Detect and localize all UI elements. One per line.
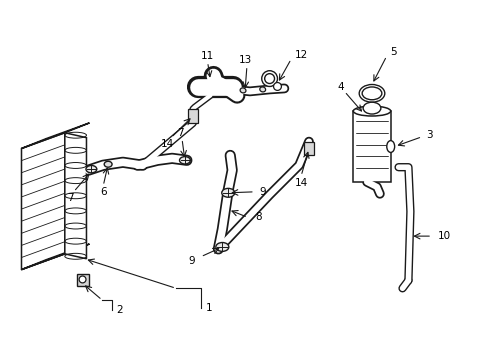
Text: 9: 9 — [188, 256, 194, 266]
Text: 7: 7 — [67, 193, 74, 203]
Ellipse shape — [362, 87, 381, 100]
Ellipse shape — [86, 166, 97, 173]
Polygon shape — [21, 244, 89, 270]
Text: 5: 5 — [389, 47, 396, 57]
Polygon shape — [65, 133, 86, 259]
Circle shape — [261, 71, 277, 86]
Polygon shape — [77, 274, 89, 286]
Polygon shape — [21, 133, 65, 270]
Text: 6: 6 — [100, 187, 106, 197]
Text: 4: 4 — [337, 82, 343, 93]
Ellipse shape — [240, 88, 245, 93]
Ellipse shape — [104, 161, 112, 167]
Circle shape — [79, 276, 86, 283]
Ellipse shape — [386, 141, 394, 152]
Ellipse shape — [215, 243, 228, 251]
Polygon shape — [304, 141, 313, 156]
Text: 14: 14 — [160, 139, 173, 149]
Text: 1: 1 — [205, 303, 212, 313]
Circle shape — [264, 74, 274, 84]
Circle shape — [273, 82, 281, 90]
Ellipse shape — [259, 87, 265, 92]
Ellipse shape — [359, 85, 384, 102]
Text: 3: 3 — [425, 130, 432, 140]
Polygon shape — [187, 109, 197, 123]
Polygon shape — [352, 111, 390, 182]
Ellipse shape — [363, 102, 380, 114]
Text: 10: 10 — [437, 231, 450, 241]
Text: 7: 7 — [176, 128, 183, 138]
Text: 14: 14 — [294, 178, 307, 188]
Text: 9: 9 — [259, 187, 266, 197]
Text: 12: 12 — [295, 50, 308, 60]
Text: 2: 2 — [116, 305, 122, 315]
Ellipse shape — [352, 106, 390, 116]
Polygon shape — [21, 123, 89, 148]
Text: 8: 8 — [254, 212, 261, 222]
Text: 13: 13 — [238, 55, 251, 65]
Text: 11: 11 — [201, 51, 214, 61]
Ellipse shape — [221, 188, 234, 197]
Ellipse shape — [179, 157, 190, 164]
